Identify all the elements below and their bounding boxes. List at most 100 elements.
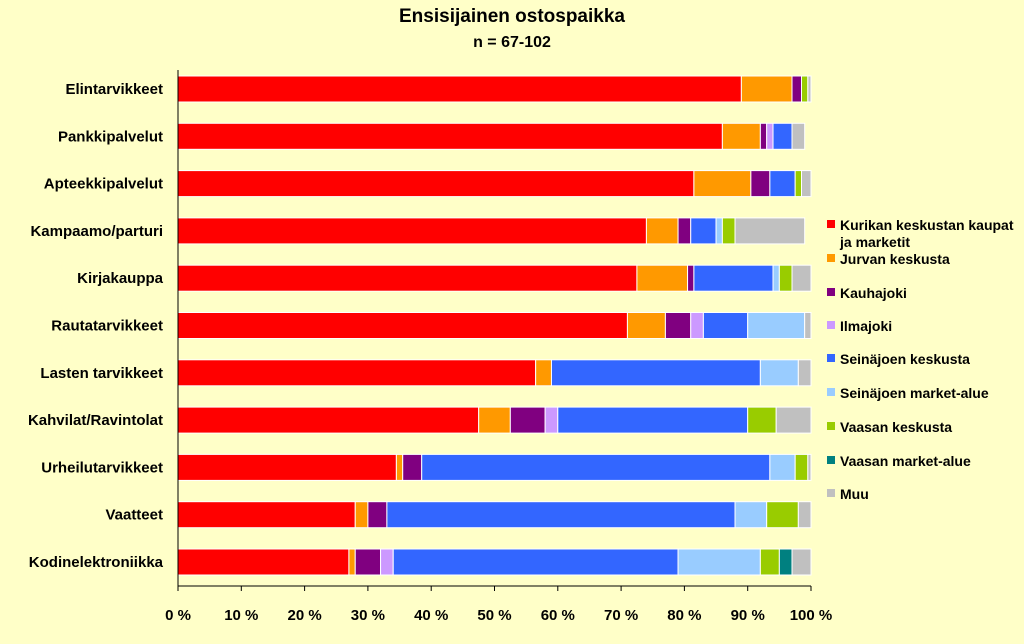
bar-segment: [348, 548, 356, 576]
bar-segment: [636, 264, 689, 292]
legend-swatch: [827, 254, 835, 262]
bar-segment: [807, 453, 812, 481]
bar-segment: [354, 501, 369, 529]
bar-segment: [791, 122, 806, 150]
bar-segment: [677, 217, 692, 245]
bar-segment: [550, 359, 761, 387]
bar-segment: [804, 312, 812, 339]
category-label: Lasten tarvikkeet: [40, 365, 163, 382]
category-label: Kirjakauppa: [77, 270, 164, 287]
bar-segment: [750, 170, 771, 198]
category-label: Vaatteet: [105, 507, 163, 524]
x-tick-label: 80 %: [667, 607, 701, 624]
legend-swatch: [827, 422, 835, 430]
legend-swatch: [827, 489, 835, 497]
bar-segment: [734, 217, 806, 245]
bar-segment: [794, 453, 809, 481]
bar-segment: [797, 501, 812, 529]
category-label: Pankkipalvelut: [58, 128, 163, 145]
bar-segment: [177, 75, 742, 103]
bar-segment: [664, 312, 692, 339]
bar-segment: [177, 170, 695, 198]
bar-segment: [535, 359, 552, 387]
legend-label: Muu: [840, 486, 869, 502]
legend-swatch: [827, 388, 835, 396]
bar-segment: [759, 548, 780, 576]
legend-label: Seinäjoen keskusta: [840, 351, 970, 367]
bar-segment: [367, 501, 388, 529]
category-label: Kampaamo/parturi: [30, 223, 163, 240]
legend-label: Vaasan market-alue: [840, 453, 971, 469]
legend-label: Kurikan keskustan kaupat: [840, 217, 1014, 233]
bar-segment: [177, 359, 537, 387]
bar-segment: [772, 122, 793, 150]
bar-segment: [557, 406, 749, 434]
bar-segment: [177, 453, 397, 481]
legend-label: Jurvan keskusta: [840, 251, 950, 267]
bar-segment: [766, 501, 799, 529]
bar-segment: [797, 359, 812, 387]
legend-label-continued: ja marketit: [839, 234, 910, 250]
bar-segment: [402, 453, 423, 481]
bar-segment: [177, 548, 350, 576]
legend-label: Kauhajoki: [840, 285, 907, 301]
bar-segment: [690, 312, 704, 339]
legend-swatch: [827, 220, 835, 228]
bar-segment: [177, 312, 628, 339]
bar-segment: [626, 312, 666, 339]
bar-segment: [690, 217, 717, 245]
bar-segment: [421, 453, 771, 481]
legend-swatch: [827, 288, 835, 296]
legend-swatch: [827, 354, 835, 362]
x-tick-label: 0 %: [165, 607, 191, 624]
bar-segment: [544, 406, 559, 434]
bar-segment: [509, 406, 546, 434]
category-label: Kodinelektroniikka: [29, 554, 164, 571]
bar-segment: [693, 264, 774, 292]
bar-segment: [807, 75, 812, 103]
bar-segment: [702, 312, 749, 339]
bar-segment: [478, 406, 511, 434]
legend-swatch: [827, 321, 835, 329]
bar-segment: [778, 548, 793, 576]
bar-segment: [721, 122, 761, 150]
bar-segment: [715, 217, 723, 245]
chart-title: Ensisijainen ostospaikka: [399, 6, 625, 27]
bar-segment: [791, 264, 812, 292]
bar-segment: [778, 264, 793, 292]
category-label: Elintarvikkeet: [65, 81, 163, 98]
legend-label: Seinäjoen market-alue: [840, 385, 989, 401]
x-tick-label: 70 %: [604, 607, 638, 624]
bar-segment: [769, 453, 796, 481]
bar-segment: [747, 406, 777, 434]
bar-segment: [645, 217, 679, 245]
legend-swatch: [827, 456, 835, 464]
bar-segment: [380, 548, 394, 576]
category-label: Apteekkipalvelut: [44, 176, 163, 193]
bar-segment: [677, 548, 761, 576]
x-tick-label: 10 %: [224, 607, 258, 624]
bar-segment: [177, 122, 723, 150]
bar-segment: [734, 501, 768, 529]
bar-segment: [177, 264, 638, 292]
x-tick-label: 20 %: [287, 607, 321, 624]
bar-segment: [354, 548, 382, 576]
bar-segment: [759, 359, 799, 387]
bar-segment: [740, 75, 793, 103]
bar-segment: [177, 501, 356, 529]
bar-segment: [687, 264, 695, 292]
legend-label: Vaasan keskusta: [840, 419, 952, 435]
bar-segment: [721, 217, 736, 245]
x-tick-label: 50 %: [477, 607, 511, 624]
legend-label: Ilmajoki: [840, 318, 892, 334]
bar-segment: [775, 406, 812, 434]
bar-segment: [386, 501, 736, 529]
category-label: Rautatarvikkeet: [51, 318, 163, 335]
bar-segment: [794, 170, 802, 198]
bar-segment: [801, 170, 812, 198]
bar-segment: [395, 453, 404, 481]
bar-segment: [791, 548, 812, 576]
x-tick-label: 30 %: [351, 607, 385, 624]
